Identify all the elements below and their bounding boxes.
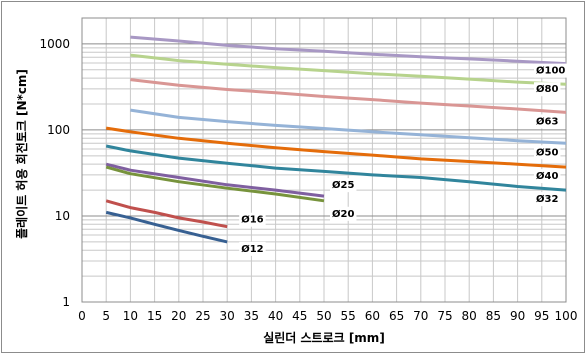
x-tick-label: 0 <box>78 309 86 323</box>
x-tick-label: 15 <box>147 309 162 323</box>
x-tick-label: 50 <box>316 309 331 323</box>
series-label-group: Ø50 <box>534 145 561 160</box>
x-tick-label: 75 <box>437 309 452 323</box>
y-tick-label: 1000 <box>39 37 70 51</box>
series-label-ø32: Ø32 <box>536 193 558 205</box>
series-line-ø80 <box>130 53 567 86</box>
series-label-bg <box>330 178 357 193</box>
x-tick-label: 95 <box>534 309 549 323</box>
x-tick-label: 55 <box>341 309 356 323</box>
x-tick-label: 5 <box>102 309 110 323</box>
series-line-ø16 <box>105 199 228 229</box>
series-label-group: Ø100 <box>534 63 568 78</box>
series-layer <box>105 35 567 244</box>
series-label-bg <box>239 212 266 227</box>
series-label-group: Ø80 <box>534 82 561 97</box>
x-tick-label: 40 <box>268 309 283 323</box>
series-label-ø63: Ø63 <box>536 115 558 127</box>
x-tick-label: 60 <box>365 309 380 323</box>
series-label-group: Ø12 <box>239 241 266 256</box>
x-tick-label: 85 <box>486 309 501 323</box>
series-label-bg <box>534 82 561 97</box>
y-axis-title: 플레이트 허용 회전토크 [N*cm] <box>14 69 29 239</box>
plot-border <box>81 17 567 303</box>
series-line-ø20 <box>105 165 325 203</box>
x-tick-label: 20 <box>171 309 186 323</box>
series-label-bg <box>534 145 561 160</box>
series-label-ø100: Ø100 <box>536 65 565 77</box>
axis-layer: 0 5 10 15 20 25 30 35 40 45 50 55 60 65 70 75 80 85 90 95 10… <box>39 17 578 323</box>
series-label-group: Ø16 <box>239 212 266 227</box>
series-line-ø63 <box>130 78 567 114</box>
series-label-group: Ø25 <box>330 178 357 193</box>
series-label-group: Ø20 <box>330 206 357 221</box>
series-line-ø40 <box>105 126 567 169</box>
x-tick-label: 100 <box>555 309 578 323</box>
series-label-ø12: Ø12 <box>241 243 263 255</box>
x-tick-label: 65 <box>389 309 404 323</box>
series-label-bg <box>239 241 266 256</box>
series-line-ø32 <box>105 144 567 192</box>
grid-layer <box>81 17 567 303</box>
series-label-bg <box>534 192 561 207</box>
y-tick-label: 1 <box>62 295 70 309</box>
series-label-ø20: Ø20 <box>332 208 354 220</box>
series-label-group: Ø63 <box>534 114 561 129</box>
y-tick-label: 10 <box>55 209 70 223</box>
series-label-group: Ø32 <box>534 192 561 207</box>
series-label-bg <box>534 114 561 129</box>
x-tick-label: 25 <box>195 309 210 323</box>
series-label-ø50: Ø50 <box>536 146 558 158</box>
x-tick-label: 90 <box>510 309 525 323</box>
series-label-ø80: Ø80 <box>536 83 558 95</box>
series-label-bg <box>534 169 561 184</box>
series-line-ø12 <box>105 210 228 244</box>
series-label-ø40: Ø40 <box>536 170 558 182</box>
x-axis-title: 실린더 스트로크 [mm] <box>263 330 385 345</box>
x-tick-label: 45 <box>292 309 307 323</box>
series-label-bg <box>330 206 357 221</box>
series-line-ø25 <box>105 162 325 198</box>
label-layer: Ø100 Ø80 Ø63 Ø50 Ø40 Ø32 Ø25 Ø20 Ø16 Ø12 <box>239 63 568 256</box>
x-tick-label: 80 <box>462 309 477 323</box>
x-tick-label: 35 <box>244 309 259 323</box>
series-label-ø16: Ø16 <box>241 214 263 226</box>
series-label-group: Ø40 <box>534 169 561 184</box>
series-label-ø25: Ø25 <box>332 179 354 191</box>
y-tick-label: 100 <box>47 123 70 137</box>
series-label-bg <box>534 63 568 78</box>
x-tick-label: 30 <box>220 309 235 323</box>
x-tick-label: 70 <box>413 309 428 323</box>
series-line-ø100 <box>130 35 567 66</box>
series-line-ø50 <box>130 108 567 145</box>
x-tick-label: 10 <box>123 309 138 323</box>
